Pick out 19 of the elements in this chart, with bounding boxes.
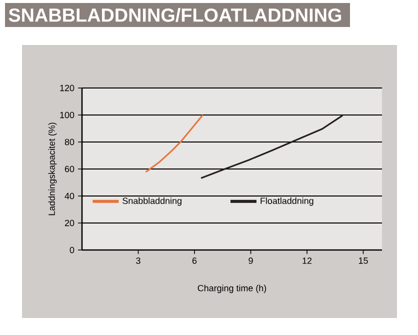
x-tick-label: 3 <box>136 258 140 264</box>
y-tick-label: 120 <box>60 84 74 92</box>
y-tick-label: 100 <box>60 112 74 118</box>
legend-label: Floatladdning <box>260 197 314 206</box>
x-axis-title: Charging time (h) <box>198 284 266 294</box>
y-tick-label: 40 <box>64 192 74 200</box>
y-axis-title: Laddningskapacitet (%) <box>48 122 57 216</box>
legend-label: Snabbladdning <box>122 197 182 206</box>
x-tick-label: 6 <box>192 258 197 264</box>
y-tick-label: 20 <box>64 220 74 226</box>
line-series <box>144 114 204 173</box>
x-tick-label: 9 <box>248 258 253 264</box>
line-series <box>200 114 344 179</box>
x-tick-label: 12 <box>302 258 312 264</box>
y-tick-label: 80 <box>64 138 74 146</box>
y-tick-label: 60 <box>64 166 74 172</box>
x-tick-label: 15 <box>358 258 368 264</box>
chart-title: SNABBLADDNING/FLOATLADDNING <box>8 8 342 22</box>
y-tick-label: 0 <box>70 246 74 254</box>
